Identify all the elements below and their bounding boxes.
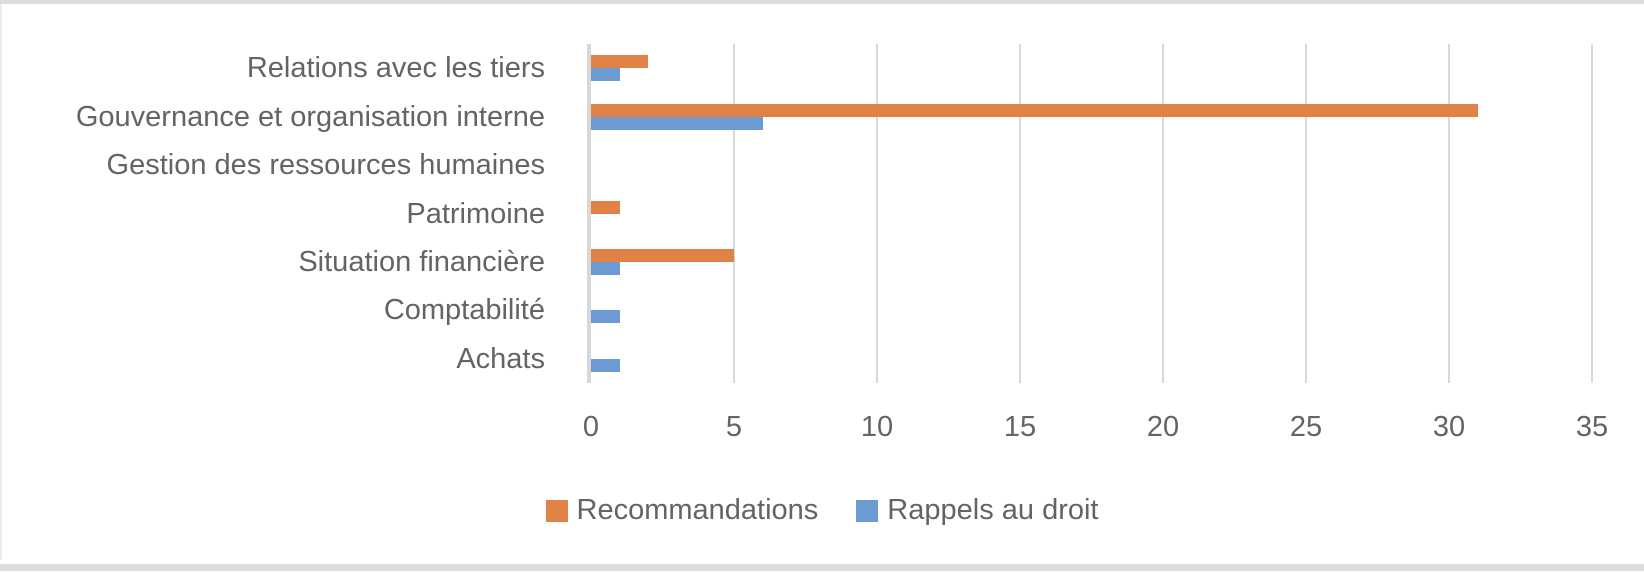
gridline <box>1162 44 1164 383</box>
bar-rappels-au-droit <box>591 261 620 275</box>
legend-swatch-rappels-au-droit-icon <box>856 499 879 522</box>
legend-label-recommandations: Recommandations <box>576 494 819 526</box>
legend-item-rappels-au-droit: Rappels au droit <box>856 494 1098 527</box>
x-tick-label: 10 <box>860 411 894 443</box>
bar-recommandations <box>591 55 649 69</box>
gridline <box>1019 44 1021 383</box>
category-label: Comptabilité <box>383 294 545 327</box>
x-tick-label: 5 <box>725 411 743 443</box>
category-label: Patrimoine <box>406 197 545 230</box>
category-label: Achats <box>456 342 545 375</box>
legend-label-rappels-au-droit: Rappels au droit <box>887 494 1099 526</box>
category-label: Situation financière <box>298 245 545 278</box>
gridline <box>876 44 878 383</box>
page-frame-left <box>0 0 2 560</box>
x-tick-label: 15 <box>1003 411 1037 443</box>
page-frame-top <box>0 0 1644 4</box>
gridline <box>1591 44 1593 383</box>
chart-legend: Recommandations Rappels au droit <box>0 494 1644 527</box>
gridline <box>733 44 735 383</box>
bar-recommandations <box>591 103 1478 117</box>
x-tick-label: 35 <box>1575 411 1609 443</box>
page-frame-bottom <box>0 564 1644 571</box>
bar-rappels-au-droit <box>591 68 620 82</box>
legend-item-recommandations: Recommandations <box>545 494 819 527</box>
category-label: Relations avec les tiers <box>246 52 545 85</box>
x-tick-label: 20 <box>1146 411 1180 443</box>
bar-recommandations <box>591 248 734 262</box>
bar-rappels-au-droit <box>591 358 620 372</box>
gridline <box>1305 44 1307 383</box>
gridline <box>1448 44 1450 383</box>
x-tick-label: 25 <box>1289 411 1323 443</box>
bar-rappels-au-droit <box>591 116 763 130</box>
category-label: Gouvernance et organisation interne <box>75 100 545 133</box>
x-tick-label: 30 <box>1432 411 1466 443</box>
value-axis-line <box>587 44 591 383</box>
bar-recommandations <box>591 200 620 214</box>
x-tick-label: 0 <box>582 411 600 443</box>
legend-swatch-recommandations-icon <box>545 499 568 522</box>
bar-rappels-au-droit <box>591 310 620 324</box>
category-label: Gestion des ressources humaines <box>106 149 545 182</box>
